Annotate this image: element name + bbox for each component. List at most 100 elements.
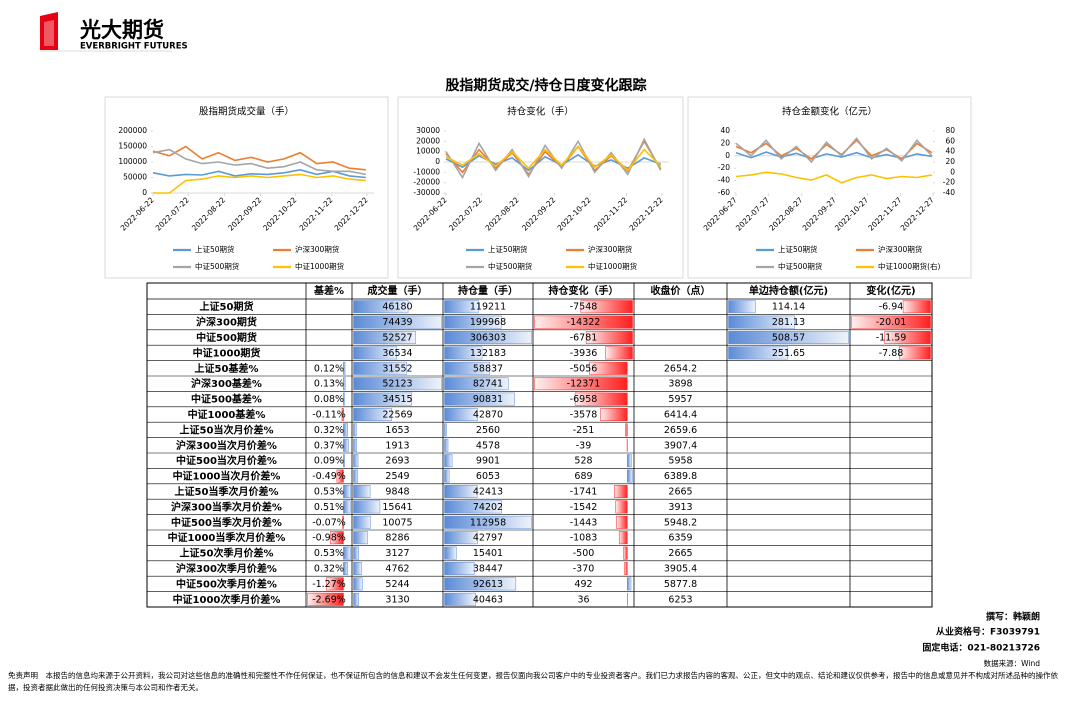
data-bar <box>444 408 478 421</box>
cell: 46180 <box>382 302 412 313</box>
data-bar <box>616 515 628 529</box>
source: 数据来源：Wind <box>984 658 1041 668</box>
data-bar <box>353 531 368 545</box>
cell: -1083 <box>570 533 598 544</box>
row-label: 上证50期货 <box>200 300 254 313</box>
cell: 199968 <box>470 317 506 328</box>
data-bar <box>343 546 351 560</box>
cell: 0.51% <box>314 502 344 513</box>
cell: 8286 <box>385 533 409 544</box>
series-line <box>153 173 366 194</box>
data-bar <box>336 469 344 483</box>
data-bar <box>623 546 628 560</box>
cell: 306303 <box>470 333 506 344</box>
y2-tick-label: -20 <box>943 178 955 187</box>
cell: -6958 <box>570 394 598 405</box>
cell: 5957 <box>668 394 692 405</box>
row-label: 上证50次季月价差% <box>180 547 274 560</box>
data-bar <box>353 361 408 375</box>
cell: 0.32% <box>314 564 344 575</box>
data-bar <box>353 423 357 437</box>
data-bar <box>353 315 442 329</box>
row-label: 中证1000当次月价差% <box>173 470 281 483</box>
cell: -3936 <box>570 348 598 359</box>
data-bar <box>343 423 348 437</box>
row-label: 上证50当次月价差% <box>180 423 274 436</box>
data-bar <box>627 469 633 483</box>
cell: -20.01 <box>876 317 907 328</box>
data-bar <box>343 562 348 575</box>
data-bar <box>353 377 442 391</box>
cell: 36534 <box>382 348 412 359</box>
cell: 82741 <box>473 379 503 390</box>
series-line <box>152 148 366 176</box>
cell: -0.98% <box>312 533 346 544</box>
cell: -1.27% <box>312 579 346 590</box>
chart-title: 持仓变化（手） <box>507 106 574 118</box>
cell: 251.65 <box>772 348 805 359</box>
cell: -6781 <box>570 333 598 344</box>
cell: 6253 <box>668 594 692 605</box>
y2-tick-label: 20 <box>945 157 955 166</box>
cell: -1542 <box>570 502 598 513</box>
y-tick-label: 200000 <box>118 126 147 135</box>
data-bar <box>353 346 397 360</box>
data-bar <box>353 500 381 514</box>
data-bar <box>728 331 849 344</box>
data-bar <box>353 469 359 483</box>
chart-title: 持仓金额变化（亿元） <box>782 106 877 118</box>
column-header: 基差% <box>313 284 344 297</box>
legend-label: 上证50期货 <box>195 244 235 254</box>
cell: 0.12% <box>314 363 344 374</box>
column-header: 持仓量（手） <box>458 284 518 297</box>
data-bar <box>353 408 392 421</box>
cell: -1741 <box>570 487 598 498</box>
cell: 2659.6 <box>664 425 697 436</box>
cell: 6053 <box>476 471 500 482</box>
cell: -1443 <box>570 517 598 528</box>
cell: 0.37% <box>314 440 344 451</box>
data-bar <box>353 331 416 344</box>
data-bar <box>627 577 632 591</box>
row-label: 沪深300基差% <box>191 377 262 390</box>
y-tick-label: 20000 <box>416 136 440 145</box>
cell: 4578 <box>476 440 500 451</box>
cell: 92613 <box>473 579 503 590</box>
cell: 58837 <box>473 363 503 374</box>
row-label: 沪深300当季次月价差% <box>171 500 282 513</box>
data-bar <box>353 300 409 314</box>
license: 从业资格号：F3039791 <box>936 626 1040 638</box>
data-bar <box>534 377 628 391</box>
data-bar <box>353 562 362 575</box>
y-tick-label: -40 <box>718 176 730 185</box>
data-bar <box>728 346 789 360</box>
cell: 2654.2 <box>664 363 697 374</box>
cell: 31552 <box>382 363 412 374</box>
cell: 22569 <box>382 410 412 421</box>
y-tick-label: -30000 <box>413 188 440 197</box>
legend-label: 沪深300期货 <box>295 244 340 254</box>
data-bar <box>341 408 344 421</box>
page-title: 股指期货成交/持仓日度变化跟踪 <box>445 77 646 94</box>
cell: 15641 <box>382 502 412 513</box>
data-bar <box>343 361 346 375</box>
series-line <box>445 145 662 172</box>
legend-label: 中证1000期货 <box>295 261 345 271</box>
legend-label: 中证500期货 <box>195 261 240 271</box>
cell: -3578 <box>570 410 598 421</box>
logo: 光大期货 EVERBRIGHT FUTURES <box>40 12 188 52</box>
cell: -39 <box>576 440 592 451</box>
cell: 2560 <box>476 425 500 436</box>
cell: 42797 <box>473 533 503 544</box>
row-label: 中证500当次月价差% <box>176 454 277 467</box>
row-label: 中证1000次季月价差% <box>173 593 281 606</box>
cell: 5958 <box>668 456 692 467</box>
cell: 0.13% <box>314 379 344 390</box>
chart: 股指期货成交量（手）0500001000001500002000002022-0… <box>104 96 389 279</box>
cell: 52527 <box>382 333 412 344</box>
row-label: 中证500次季月价差% <box>176 577 277 590</box>
cell: 90831 <box>473 394 503 405</box>
data-bar <box>343 485 351 498</box>
data-bar <box>343 377 346 391</box>
y-tick-label: 0 <box>435 157 440 166</box>
